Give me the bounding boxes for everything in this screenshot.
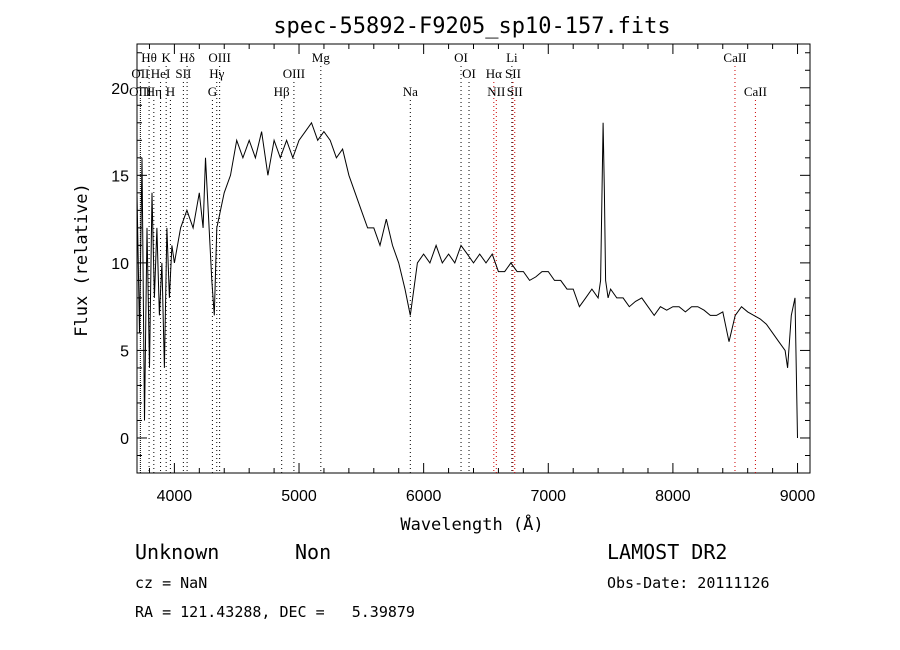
- spectral-line-label: SII: [505, 66, 521, 81]
- spectral-line-label: HeI: [151, 66, 171, 81]
- spectral-line-label: H: [166, 84, 175, 99]
- x-axis-label: Wavelength (Å): [400, 513, 543, 535]
- spectral-line-label: SII: [175, 66, 191, 81]
- spectral-line-label: OI: [454, 50, 468, 65]
- x-tick-label: 6000: [406, 488, 442, 505]
- survey-name: LAMOST DR2: [607, 540, 728, 564]
- x-tick-label: 4000: [157, 488, 193, 505]
- spectral-line-label: OI: [462, 66, 476, 81]
- spectral-line-label: Li: [506, 50, 518, 65]
- coordinates-text: RA = 121.43288, DEC = 5.39879: [135, 603, 415, 621]
- spectral-line-label: CaII: [723, 50, 746, 65]
- spectral-line-label: SII: [507, 84, 523, 99]
- spectral-line-label: Mg: [312, 50, 331, 65]
- spectral-line-label: Hδ: [179, 50, 195, 65]
- redshift-text: cz = NaN: [135, 574, 208, 592]
- y-tick-label: 20: [111, 81, 129, 98]
- spectral-line-label: OII: [131, 66, 149, 81]
- spectral-line-label: Hγ: [209, 66, 224, 81]
- x-tick-label: 5000: [281, 488, 317, 505]
- spectral-line-label: Na: [403, 84, 418, 99]
- spectral-line-label: K: [161, 50, 171, 65]
- y-axis-label: Flux (relative): [72, 183, 92, 337]
- y-tick-label: 15: [111, 168, 129, 185]
- x-tick-label: 7000: [530, 488, 566, 505]
- x-tick-label: 8000: [655, 488, 691, 505]
- spectral-line-label: OIII: [283, 66, 305, 81]
- spectral-line-label: Hβ: [274, 84, 290, 99]
- spectral-line-label: NII: [487, 84, 505, 99]
- spectral-line-label: CaII: [744, 84, 767, 99]
- spectral-line-label: G: [208, 84, 217, 99]
- y-tick-label: 5: [120, 343, 129, 360]
- object-subclass: Non: [295, 540, 332, 564]
- x-tick-label: 9000: [780, 488, 816, 505]
- y-tick-label: 0: [120, 431, 129, 448]
- spectral-line-label: Hα: [486, 66, 502, 81]
- spectral-line-label: Hη: [146, 84, 162, 99]
- plot-frame: [136, 43, 811, 474]
- spectral-line-label: Hθ: [141, 50, 157, 65]
- object-class: Unknown: [135, 540, 220, 564]
- chart-title: spec-55892-F9205_sp10-157.fits: [273, 14, 670, 39]
- y-tick-label: 10: [111, 256, 129, 273]
- spectral-line-label: OIII: [208, 50, 230, 65]
- axis-ticks: 4000 5000 6000 7000 8000 9000 0 5 10 15 20: [111, 44, 815, 505]
- obs-date-text: Obs-Date: 20111126: [607, 574, 770, 592]
- spectrum-line: [136, 121, 798, 439]
